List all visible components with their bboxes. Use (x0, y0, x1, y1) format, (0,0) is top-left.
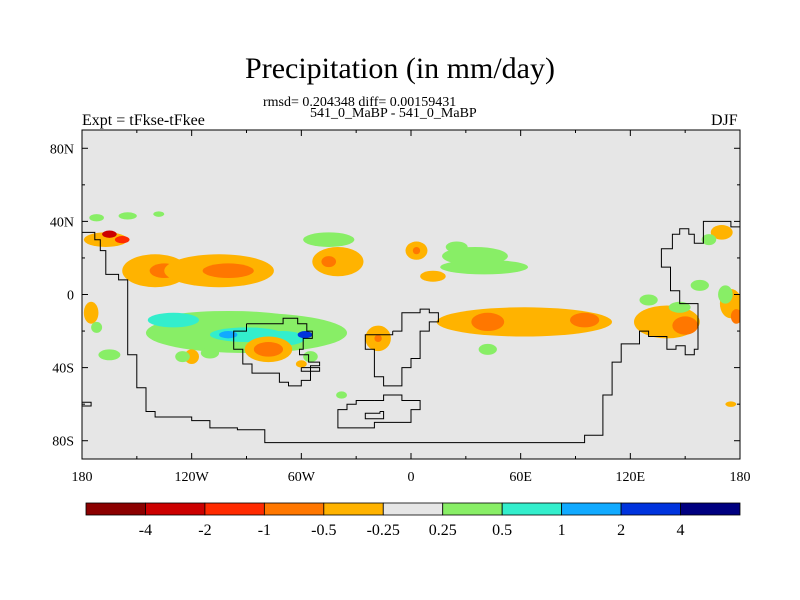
anomaly-region (440, 259, 528, 275)
anomaly-region (202, 263, 254, 279)
anomaly-region (303, 232, 355, 247)
colorbar-swatch (620, 502, 681, 516)
colorbar: -4 -2 -1 -0.5 -0.25 0.25 0.5 1 2 4 (85, 502, 741, 539)
anomaly-region (570, 312, 600, 328)
coastline (337, 394, 421, 429)
colorbar-swatch (442, 502, 503, 516)
x-tick-label: 60E (509, 470, 532, 485)
anomaly-region (175, 351, 190, 363)
anomaly-region (321, 256, 337, 268)
x-tick-label: 180 (730, 470, 751, 485)
coastline (82, 220, 740, 444)
y-tick-label: 80S (52, 435, 74, 450)
x-tick-label: 0 (408, 470, 415, 485)
colorbar-swatch (145, 502, 206, 516)
anomaly-region (184, 349, 199, 364)
colorbar-swatch (263, 502, 325, 516)
coastline (364, 411, 385, 420)
anomaly-region (672, 316, 698, 335)
anomaly-region (118, 212, 137, 220)
anomaly-region (153, 211, 165, 217)
colorbar-label: 4 (677, 522, 685, 539)
anomaly-region (730, 309, 740, 324)
colorbar-label: -0.5 (311, 522, 336, 539)
anomaly-region (89, 214, 104, 222)
coastline (300, 367, 321, 372)
y-tick-label: 40N (50, 215, 74, 230)
anomaly-region (710, 225, 733, 240)
x-tick-label: 120E (616, 470, 646, 485)
anomaly-region (114, 236, 130, 244)
anomaly-region (102, 230, 117, 238)
colorbar-swatch (501, 502, 563, 516)
anomaly-region (374, 334, 382, 343)
experiment-label: Expt = tFkse-tFkee (82, 112, 205, 129)
anomaly-region (639, 294, 658, 306)
anomaly-region (200, 347, 220, 359)
x-tick-label: 60W (288, 470, 316, 485)
colorbar-label: 1 (558, 522, 566, 539)
colorbar-swatch (85, 502, 146, 516)
colorbar-label: -4 (139, 522, 152, 539)
anomaly-region (219, 331, 238, 339)
anomaly-region (91, 321, 103, 333)
anomaly-region (445, 241, 468, 253)
colorbar-label: 2 (617, 522, 625, 539)
anomaly-region (718, 285, 733, 304)
axis-ticks: 180 120W 60W 0 60E 120E 180 80N 40N 0 40S 80S (50, 130, 751, 485)
anomaly-region (725, 401, 737, 407)
anomaly-regions (83, 211, 740, 407)
plot-background (82, 130, 740, 459)
colorbar-label: -2 (198, 522, 211, 539)
x-tick-label: 180 (72, 470, 93, 485)
anomaly-region (471, 312, 505, 332)
colorbar-label: 0.5 (492, 522, 512, 539)
colorbar-swatch (561, 502, 622, 516)
season-label: DJF (711, 112, 738, 129)
anomaly-region (478, 343, 497, 355)
anomaly-region (701, 234, 717, 246)
coastline (82, 401, 92, 407)
anomaly-region (690, 279, 709, 291)
anomaly-region (295, 360, 307, 368)
case-subtitle: 541_0_MaBP - 541_0_MaBP (310, 106, 477, 121)
y-tick-label: 0 (67, 289, 74, 304)
colorbar-swatch (204, 502, 265, 516)
colorbar-label: -0.25 (367, 522, 400, 539)
colorbar-swatch (323, 502, 384, 516)
y-tick-label: 80N (50, 142, 74, 157)
colorbar-swatch (382, 502, 444, 516)
anomaly-region (420, 270, 446, 282)
anomaly-region (98, 349, 121, 361)
anomaly-region (83, 301, 99, 324)
colorbar-label: 0.25 (429, 522, 457, 539)
chart-title: Precipitation (in mm/day) (245, 52, 555, 85)
rmsd-subtitle: rmsd= 0.204348 diff= 0.00159431 (263, 95, 457, 110)
anomaly-region (303, 351, 318, 363)
anomaly-region (412, 246, 421, 255)
coastline (233, 317, 321, 387)
colorbar-label: -1 (258, 522, 271, 539)
anomaly-region (297, 331, 313, 339)
anomaly-region (336, 391, 348, 399)
colorbar-swatch (680, 502, 741, 516)
y-tick-label: 40S (52, 362, 74, 377)
anomaly-region (253, 342, 284, 357)
anomaly-region (147, 312, 199, 328)
anomaly-region (312, 246, 364, 277)
coastline (364, 308, 439, 387)
coastlines (82, 220, 740, 444)
x-tick-label: 120W (175, 470, 210, 485)
anomaly-region (668, 301, 691, 313)
